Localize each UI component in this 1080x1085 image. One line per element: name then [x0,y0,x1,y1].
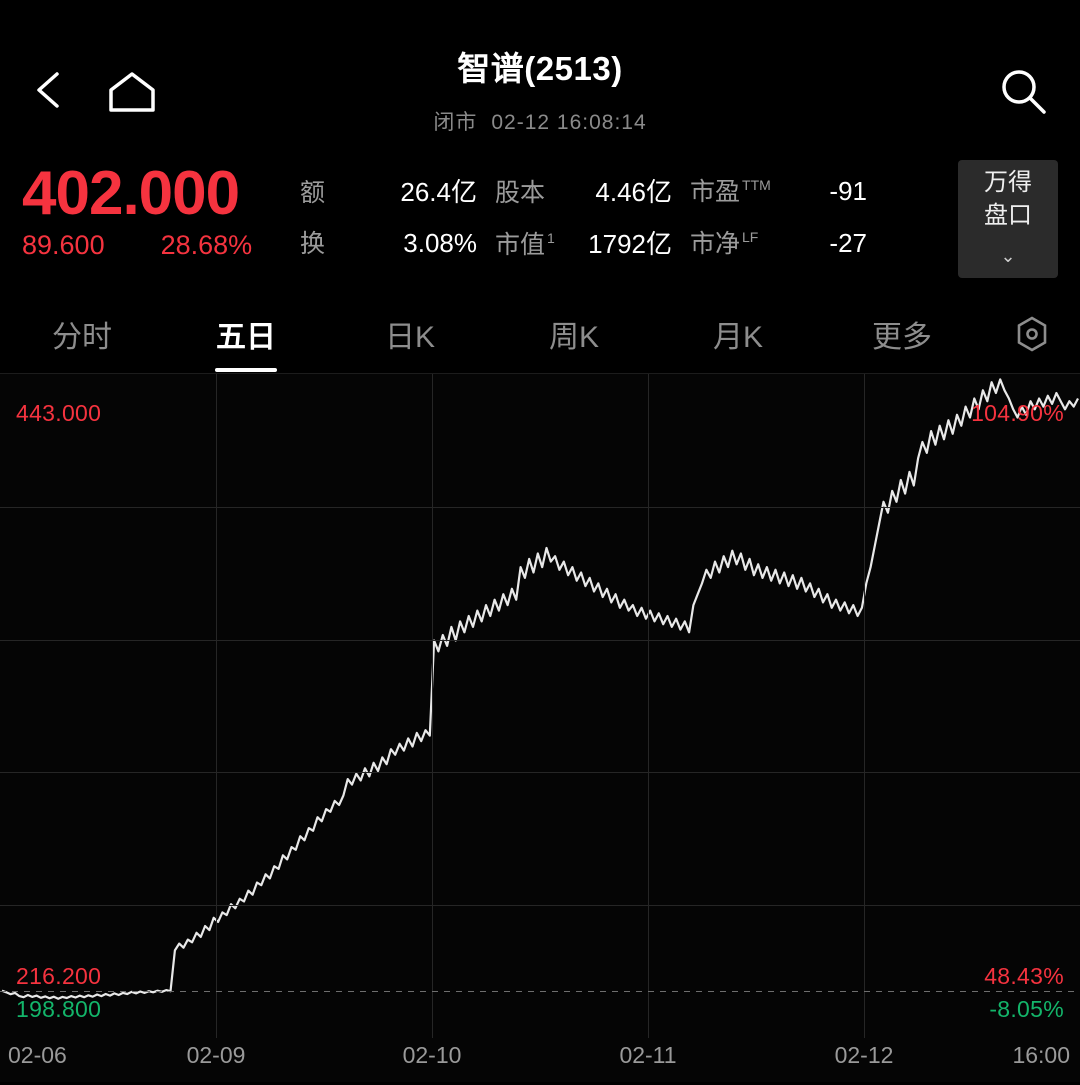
x-axis-tick: 02-11 [619,1042,677,1068]
stat-value: 4.46亿 [595,176,672,207]
stat-amount: 额 26.4亿 [300,172,495,209]
chevron-left-icon[interactable] [28,68,72,112]
grid-line-horizontal [0,506,1080,508]
tab-monthk[interactable]: 月K [712,321,763,354]
y-axis-pct-high: 104.90% [971,400,1064,426]
quote-panel: 402.000 89.600 28.68% 额 26.4亿 股本 4.46亿 市盈… [0,150,1080,295]
y-axis-label-base: 216.200 [16,962,102,989]
grid-line-horizontal [0,639,1080,641]
stat-sup: 1 [547,229,555,246]
page-title: 智谱(2513) [457,50,623,87]
stat-market-cap: 市值 1 1792亿 [495,224,690,261]
tab-dayk[interactable]: 日K [384,321,435,354]
price-polyline [1,378,1079,1000]
stat-value: 26.4亿 [400,176,477,207]
grid-line-vertical [864,374,865,1038]
stat-label: 股本 [495,178,546,207]
stat-sup: LF [742,229,759,245]
search-icon[interactable] [998,66,1050,118]
price-line-series [1,378,1079,1000]
x-axis: 02-06 02-09 02-10 02-11 02-12 16:00 [0,1042,1080,1078]
stat-value: -27 [829,228,867,258]
market-status-text: 闭市 [433,111,478,134]
stat-pe: 市盈 TTM -91 [690,172,885,208]
stat-label: 换 [300,230,326,258]
x-axis-tick: 16:00 [1012,1042,1070,1068]
baseline-dashed [0,990,1080,992]
change-row: 89.600 28.68% [22,230,252,261]
stat-pb: 市净 LF -27 [690,224,885,260]
stat-shares: 股本 4.46亿 [495,172,690,209]
stat-label: 额 [300,178,326,207]
grid-line-vertical [216,374,217,1038]
price-change-percent: 28.68% [160,230,253,260]
top-bar: 智谱(2513) 闭市 02-12 16:08:14 [0,0,1080,150]
grid-line-vertical [648,374,649,1038]
tab-weekk[interactable]: 周K [548,321,599,354]
wind-button-line1: 万得 [984,168,1032,196]
tab-more[interactable]: 更多 [872,321,932,354]
x-axis-tick: 02-10 [402,1042,462,1068]
price-change: 89.600 [22,230,105,260]
wind-orderbook-button[interactable]: 万得 盘口 ⌄ [958,160,1058,278]
home-icon[interactable] [105,70,159,114]
grid-line-horizontal [0,905,1080,907]
chevron-down-icon: ⌄ [1000,245,1016,266]
last-price: 402.000 [22,159,240,228]
y-axis-label-low: 198.800 [16,996,102,1022]
stat-sup: TTM [742,177,771,193]
stat-label: 市盈 [690,178,741,206]
y-axis-pct-low: -8.05% [989,996,1064,1022]
stat-value: -91 [829,176,867,206]
stat-label: 市值 [495,230,546,259]
quote-timestamp: 02-12 16:08:14 [491,111,647,134]
chart-tabs: 分时 五日 日K 周K 月K 更多 [0,295,1080,374]
y-axis-pct-base: 48.43% [984,962,1064,989]
stat-label: 市净 [690,230,741,258]
x-axis-tick: 02-12 [834,1042,894,1068]
stat-value: 3.08% [403,228,477,258]
tab-wuri[interactable]: 五日 [164,312,328,356]
y-axis-label-high: 443.000 [16,400,102,426]
x-axis-tick: 02-09 [186,1042,246,1068]
wind-button-line2: 盘口 [984,201,1032,229]
stat-value: 1792亿 [588,228,672,259]
x-axis-tick: 02-06 [8,1042,67,1068]
grid-line-horizontal [0,772,1080,774]
market-status: 闭市 02-12 16:08:14 [0,106,1080,136]
stat-turnover: 换 3.08% [300,224,495,260]
stats-grid: 额 26.4亿 股本 4.46亿 市盈 TTM -91 换 3.08% 市值 1… [300,164,885,268]
tab-fenshi[interactable]: 分时 [52,321,112,354]
grid-line-vertical [432,374,433,1038]
settings-hex-icon[interactable] [984,314,1080,354]
price-chart[interactable]: 02-06 02-09 02-10 02-11 02-12 16:00 443.000 21… [0,374,1080,1082]
